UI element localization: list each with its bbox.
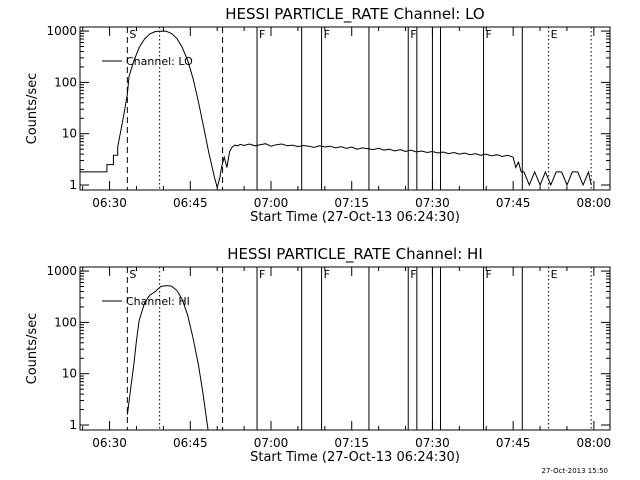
chart-title: HESSI PARTICLE_RATE Channel: HI (227, 245, 483, 264)
y-tick-label: 10 (62, 367, 77, 381)
x-tick-label: 06:30 (92, 436, 127, 450)
plot-frame (79, 266, 611, 431)
y-tick-label: 100 (54, 315, 77, 329)
legend-label: Channel: LO (126, 55, 193, 68)
lo-channel-panel: HESSI PARTICLE_RATE Channel: LO S F F F F E 1 10… (25, 5, 611, 225)
series-line-0 (126, 285, 209, 431)
x-tick-label: 07:30 (415, 196, 450, 210)
event-label-11: F (486, 28, 492, 41)
legend-label: Channel: HI (126, 295, 190, 308)
chart-title: HESSI PARTICLE_RATE Channel: LO (225, 5, 484, 24)
x-axis-label: Start Time (27-Oct-13 06:24:30) (250, 210, 460, 225)
event-label-3: F (259, 28, 265, 41)
x-tick-label: 06:45 (173, 436, 208, 450)
series-line-0 (80, 30, 592, 190)
x-tick-label: 08:00 (577, 196, 612, 210)
x-tick-label: 07:00 (254, 436, 289, 450)
y-tick-label: 1 (69, 178, 77, 192)
event-label-3: F (259, 268, 265, 281)
x-axis-label: Start Time (27-Oct-13 06:24:30) (250, 450, 460, 465)
event-label-11: F (486, 268, 492, 281)
y-tick-label: 1000 (46, 24, 77, 38)
y-axis-label: Counts/sec (25, 73, 40, 145)
x-tick-label: 07:15 (334, 436, 369, 450)
event-label-13: E (551, 268, 558, 281)
event-label-7: F (410, 28, 416, 41)
x-tick-label: 08:00 (577, 436, 612, 450)
event-label-5: F (324, 28, 330, 41)
event-label-5: F (324, 268, 330, 281)
x-tick-label: 06:30 (92, 196, 127, 210)
y-tick-label: 1000 (46, 264, 77, 278)
x-tick-label: 07:00 (254, 196, 289, 210)
timestamp-label: 27-Oct-2013 15:50 (542, 467, 608, 475)
hi-channel-panel: HESSI PARTICLE_RATE Channel: HI S F F F F E 1 10… (25, 245, 611, 465)
event-label-0: S (129, 28, 136, 41)
plot-frame (79, 26, 611, 191)
y-tick-label: 10 (62, 127, 77, 141)
x-tick-label: 07:30 (415, 436, 450, 450)
event-label-0: S (129, 268, 136, 281)
x-tick-label: 06:45 (173, 196, 208, 210)
y-tick-label: 100 (54, 75, 77, 89)
x-tick-label: 07:45 (496, 436, 531, 450)
x-tick-label: 07:15 (334, 196, 369, 210)
y-axis-label: Counts/sec (25, 313, 40, 385)
event-label-13: E (551, 28, 558, 41)
y-tick-label: 1 (69, 418, 77, 432)
x-tick-label: 07:45 (496, 196, 531, 210)
event-label-7: F (410, 268, 416, 281)
